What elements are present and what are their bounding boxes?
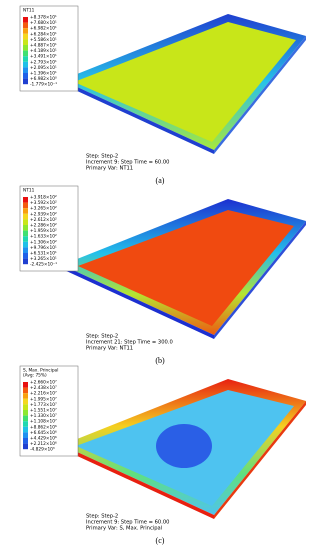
legend-swatch xyxy=(23,33,28,40)
legend-label: -2.425×10⁻¹ xyxy=(30,262,57,268)
step-info: Increment 21: Step Time = 300.0 xyxy=(86,340,173,346)
legend-swatch xyxy=(23,219,28,225)
legend-swatch xyxy=(23,241,28,248)
caption: (a) xyxy=(156,176,165,185)
legend-swatch xyxy=(23,382,28,388)
legend-swatch xyxy=(23,421,28,427)
step-info: Step: Step-2 xyxy=(86,514,118,520)
step-info: Primary Var: NT11 xyxy=(86,166,133,172)
legend-box xyxy=(19,185,79,272)
legend-label: +8.862×10⁶ xyxy=(30,424,57,430)
legend-swatch xyxy=(23,410,28,416)
legend-label: +3.918×10² xyxy=(30,195,57,201)
caption: (b) xyxy=(155,356,165,365)
legend-label: +3.265×10¹ xyxy=(30,256,57,262)
legend-label: +1.633×10² xyxy=(30,234,57,240)
legend-swatch xyxy=(23,443,28,450)
legend-label: +3.265×10² xyxy=(30,206,57,212)
legend-swatch xyxy=(23,208,28,214)
legend-label: +4.887×10¹ xyxy=(30,43,57,49)
legend-label: +1.396×10¹ xyxy=(30,71,57,77)
legend-label: +6.982×10¹ xyxy=(30,26,57,32)
legend-title: (Avg: 75%) xyxy=(23,373,47,379)
legend-label: +1.330×10⁷ xyxy=(30,413,57,419)
legend-swatch xyxy=(23,393,28,399)
legend-label: +1.959×10² xyxy=(30,228,57,234)
legend-label: +7.680×10¹ xyxy=(30,20,57,26)
legend-swatch xyxy=(23,236,28,242)
legend-label: +6.531×10¹ xyxy=(30,251,57,257)
legend-label: -1.779×10⁻¹ xyxy=(30,82,57,88)
legend-box xyxy=(19,365,79,457)
legend-swatch xyxy=(23,213,28,220)
legend-label: +2.939×10² xyxy=(30,211,57,217)
legend-label: +5.586×10¹ xyxy=(30,37,57,43)
legend-swatch xyxy=(23,197,28,203)
legend-label: +1.108×10⁷ xyxy=(30,419,57,425)
plate-c xyxy=(62,379,306,519)
legend-swatch xyxy=(23,415,28,422)
legend-box xyxy=(19,5,79,92)
legend-label: +6.284×10¹ xyxy=(30,31,57,37)
legend-swatch xyxy=(23,426,28,433)
legend-label: +1.551×10⁷ xyxy=(30,408,57,414)
caption: (c) xyxy=(156,536,165,545)
legend-swatch xyxy=(23,230,28,237)
legend-label: +3.491×10¹ xyxy=(30,54,57,60)
legend-title: NT11 xyxy=(23,188,35,194)
legend-swatch xyxy=(23,438,28,444)
legend-swatch xyxy=(23,247,28,253)
legend-swatch xyxy=(23,387,28,394)
legend-label: +3.592×10² xyxy=(30,200,57,206)
legend-swatch xyxy=(23,45,28,51)
legend-swatch xyxy=(23,253,28,259)
legend-swatch xyxy=(23,50,28,57)
step-info: Step: Step-2 xyxy=(86,334,118,340)
legend-label: +1.995×10⁷ xyxy=(30,396,57,402)
legend-label: +6.645×10⁶ xyxy=(30,430,57,436)
plate-b xyxy=(62,199,306,339)
legend-label: +2.612×10² xyxy=(30,217,57,223)
legend-swatch xyxy=(23,67,28,73)
legend-label: +2.095×10¹ xyxy=(30,65,57,71)
step-info: Increment 9: Step Time = 60.00 xyxy=(86,160,169,166)
legend-title: S, Max. Principal xyxy=(23,368,58,374)
legend-swatch xyxy=(23,225,28,231)
step-info: Increment 9: Step Time = 60.00 xyxy=(86,520,169,526)
legend-swatch xyxy=(23,432,28,438)
legend-label: +2.793×10¹ xyxy=(30,59,57,65)
legend-swatch xyxy=(23,28,28,34)
legend-swatch xyxy=(23,404,28,410)
legend-label: +2.212×10⁶ xyxy=(30,441,57,447)
legend-label: +8.378×10¹ xyxy=(30,15,57,21)
legend-swatch xyxy=(23,22,28,29)
legend-label: +2.438×10⁷ xyxy=(30,385,57,391)
plate-a xyxy=(62,14,306,154)
legend-label: +1.773×10⁷ xyxy=(30,402,57,408)
legend-label: +9.796×10¹ xyxy=(30,245,57,251)
step-info: Step: Step-2 xyxy=(86,154,118,160)
legend-swatch xyxy=(23,202,28,209)
step-info: Primary Var: NT11 xyxy=(86,346,133,352)
legend-label: +4.189×10¹ xyxy=(30,48,57,54)
legend-swatch xyxy=(23,17,28,23)
legend-label: +1.306×10² xyxy=(30,239,57,245)
legend-label: -4.829×10³ xyxy=(30,447,55,453)
legend-swatch xyxy=(23,258,28,265)
legend-label: +6.982×10⁰ xyxy=(30,76,57,82)
legend-swatch xyxy=(23,61,28,68)
legend-label: +4.429×10⁶ xyxy=(30,436,57,442)
legend-swatch xyxy=(23,39,28,45)
legend-label: +2.216×10⁷ xyxy=(30,391,57,397)
legend-swatch xyxy=(23,73,28,79)
legend-label: +2.660×10⁷ xyxy=(30,380,57,386)
step-info: Primary Var: S, Max. Principal xyxy=(86,526,162,532)
legend-label: +2.286×10² xyxy=(30,223,57,229)
legend-swatch xyxy=(23,78,28,85)
legend-title: NT11 xyxy=(23,8,35,14)
legend-swatch xyxy=(23,398,28,405)
legend-swatch xyxy=(23,56,28,62)
